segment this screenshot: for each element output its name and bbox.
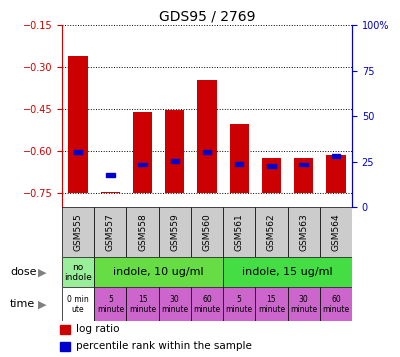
Text: ▶: ▶: [38, 267, 46, 277]
Text: no
indole: no indole: [64, 262, 92, 282]
Text: ▶: ▶: [38, 299, 46, 310]
FancyBboxPatch shape: [126, 287, 159, 321]
Bar: [170, 159, 179, 163]
Text: GSM564: GSM564: [331, 213, 340, 251]
Bar: [60, 342, 70, 351]
Bar: [60, 325, 70, 333]
Text: 60
minute: 60 minute: [322, 295, 350, 314]
Bar: [294, 158, 313, 193]
Text: log ratio: log ratio: [76, 324, 120, 334]
Text: GSM555: GSM555: [74, 213, 83, 251]
Bar: [326, 155, 346, 193]
Bar: [68, 56, 88, 193]
Text: 5
minute: 5 minute: [97, 295, 124, 314]
FancyBboxPatch shape: [320, 287, 352, 321]
Bar: [106, 173, 114, 177]
Bar: [203, 151, 211, 154]
FancyBboxPatch shape: [159, 207, 191, 257]
FancyBboxPatch shape: [126, 207, 159, 257]
Bar: [138, 162, 147, 166]
Text: GSM557: GSM557: [106, 213, 115, 251]
Text: time: time: [10, 299, 35, 310]
FancyBboxPatch shape: [255, 207, 288, 257]
Bar: [267, 165, 276, 169]
FancyBboxPatch shape: [62, 257, 94, 287]
FancyBboxPatch shape: [223, 287, 255, 321]
Title: GDS95 / 2769: GDS95 / 2769: [159, 10, 255, 24]
FancyBboxPatch shape: [223, 257, 352, 287]
Text: dose: dose: [10, 267, 36, 277]
Text: 15
minute: 15 minute: [258, 295, 285, 314]
Text: 5
minute: 5 minute: [226, 295, 253, 314]
FancyBboxPatch shape: [255, 287, 288, 321]
Text: 60
minute: 60 minute: [194, 295, 220, 314]
FancyBboxPatch shape: [94, 257, 223, 287]
Text: GSM563: GSM563: [299, 213, 308, 251]
FancyBboxPatch shape: [288, 287, 320, 321]
Text: GSM558: GSM558: [138, 213, 147, 251]
FancyBboxPatch shape: [191, 207, 223, 257]
Bar: [332, 154, 340, 158]
Text: 30
minute: 30 minute: [161, 295, 188, 314]
Text: percentile rank within the sample: percentile rank within the sample: [76, 341, 252, 351]
FancyBboxPatch shape: [223, 207, 255, 257]
FancyBboxPatch shape: [62, 287, 94, 321]
Text: GSM561: GSM561: [235, 213, 244, 251]
Bar: [235, 162, 244, 166]
FancyBboxPatch shape: [94, 207, 126, 257]
FancyBboxPatch shape: [159, 287, 191, 321]
Bar: [230, 125, 249, 193]
Text: 30
minute: 30 minute: [290, 295, 317, 314]
FancyBboxPatch shape: [191, 287, 223, 321]
FancyBboxPatch shape: [62, 207, 94, 257]
FancyBboxPatch shape: [288, 207, 320, 257]
Bar: [165, 110, 184, 193]
Bar: [101, 192, 120, 193]
Bar: [197, 80, 217, 193]
Text: indole, 15 ug/ml: indole, 15 ug/ml: [242, 267, 333, 277]
Bar: [74, 151, 82, 154]
Bar: [300, 162, 308, 166]
Text: 0 min
ute: 0 min ute: [67, 295, 89, 314]
Text: 15
minute: 15 minute: [129, 295, 156, 314]
FancyBboxPatch shape: [320, 207, 352, 257]
Bar: [133, 112, 152, 193]
Text: GSM560: GSM560: [202, 213, 212, 251]
FancyBboxPatch shape: [94, 287, 126, 321]
Bar: [262, 158, 281, 193]
Text: GSM562: GSM562: [267, 213, 276, 251]
Text: indole, 10 ug/ml: indole, 10 ug/ml: [113, 267, 204, 277]
Text: GSM559: GSM559: [170, 213, 179, 251]
